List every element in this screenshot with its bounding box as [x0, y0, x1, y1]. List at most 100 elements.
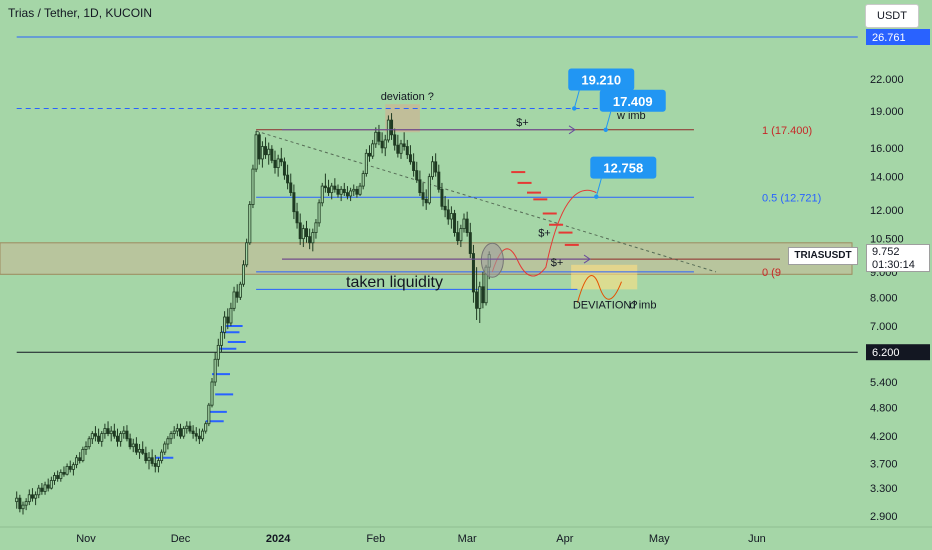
callout-pointer [595, 178, 602, 197]
candle-down [333, 185, 337, 190]
candle-down [194, 433, 198, 437]
y-tick-label: 16.000 [870, 143, 904, 155]
candle-down [393, 134, 397, 146]
annotation-label: $+ [538, 228, 551, 240]
candle-down [295, 211, 299, 224]
candle-up [352, 188, 356, 192]
candle-up [75, 457, 79, 466]
candle-up [229, 307, 233, 324]
y-tick-label: 10.500 [870, 234, 904, 246]
candle-up [103, 428, 107, 435]
target-ellipse [480, 242, 504, 278]
candle-up [245, 242, 249, 266]
x-tick-label: Dec [171, 533, 191, 545]
candle-down [456, 232, 460, 242]
candle-down [292, 192, 296, 213]
candle-down [323, 185, 327, 189]
y-tick-label: 4.200 [870, 431, 898, 443]
y-tick-label: 3.700 [870, 458, 898, 470]
candle-down [345, 192, 349, 197]
candle-up [204, 423, 208, 432]
candle-up [254, 134, 258, 170]
candle-up [65, 466, 69, 475]
candle-down [18, 497, 22, 510]
callout-box [568, 68, 635, 91]
candle-down [116, 435, 120, 442]
candle-up [330, 185, 334, 194]
liquidity-arrow-top-head [568, 125, 576, 135]
candle-up [358, 185, 362, 195]
callout-label: 12.758 [603, 161, 643, 176]
candle-up [122, 430, 126, 435]
callout-pointer [573, 90, 580, 109]
callout-label: 17.409 [613, 94, 653, 109]
time-axis: Nov Dec 2024 Feb Mar Apr May Jun [0, 526, 932, 545]
candle-up [43, 484, 47, 492]
candle-down [355, 188, 359, 195]
candle-up [216, 344, 220, 360]
trend-line [255, 130, 717, 273]
candle-up [223, 316, 227, 333]
highlighted-price-bg [866, 29, 930, 45]
y-tick-label: 22.000 [870, 74, 904, 86]
callout-anchor [594, 194, 599, 199]
candle-down [402, 143, 406, 147]
callout-box [599, 89, 666, 112]
annotation-label: deviation ? [381, 91, 434, 103]
y-tick-label: 19.000 [870, 106, 904, 118]
candle-down [144, 452, 148, 461]
candle-down [40, 487, 44, 492]
candle-up [427, 176, 431, 204]
annotation-label: DEVIATION? [573, 299, 638, 311]
highlighted-price-label: 6.200 [872, 347, 900, 359]
candle-up [175, 428, 179, 432]
candle-up [260, 146, 264, 160]
candle-down [434, 161, 438, 173]
liquidity-arrow-mid-head [583, 254, 591, 264]
y-tick-label: 8.000 [870, 292, 898, 304]
candle-up [21, 504, 25, 510]
candle-down [226, 316, 230, 324]
currency-button[interactable]: USDT [865, 4, 919, 28]
candle-down [440, 188, 444, 207]
candle-down [437, 171, 441, 190]
fib-label: 1 (17.400) [762, 125, 812, 137]
zones-layer [0, 104, 853, 290]
candle-up [374, 131, 378, 145]
annotation-label: taken liquidity [346, 274, 443, 291]
candle-up [320, 185, 324, 204]
candle-up [241, 264, 245, 285]
candle-up [53, 475, 57, 481]
candle-up [90, 433, 94, 440]
forecast-path-alt [576, 275, 622, 303]
countdown-timer: 01:30:14 [872, 259, 915, 271]
candle-down [62, 472, 66, 475]
x-tick-label: Mar [458, 533, 477, 545]
candle-up [160, 451, 164, 461]
candle-down [134, 443, 138, 453]
price-callout: 19.210 [568, 68, 635, 111]
candle-up [301, 228, 305, 240]
candle-up [172, 430, 176, 435]
y-tick-label: 2.900 [870, 511, 898, 523]
candle-down [377, 131, 381, 142]
candle-down [418, 179, 422, 194]
candle-down [273, 159, 277, 169]
y-tick-label: 14.000 [870, 172, 904, 184]
candle-up [251, 168, 255, 205]
candle-up [131, 443, 135, 448]
candle-down [150, 457, 154, 464]
last-price-value: 9.752 [872, 246, 900, 258]
y-tick-label: 7.000 [870, 321, 898, 333]
candle-up [207, 404, 211, 425]
candle-up [213, 358, 217, 383]
y-tick-label: 5.400 [870, 377, 898, 389]
annotation-label: w imb [616, 110, 646, 122]
candle-up [311, 232, 315, 244]
highlighted-price-label: 26.761 [872, 32, 906, 44]
drawings-layer: 1 (17.400) 0.5 (12.721) 0 (9 deviation ? $+ w… [282, 68, 821, 311]
candle-down [380, 140, 384, 149]
candle-down [188, 425, 192, 432]
candle-down [415, 170, 419, 181]
